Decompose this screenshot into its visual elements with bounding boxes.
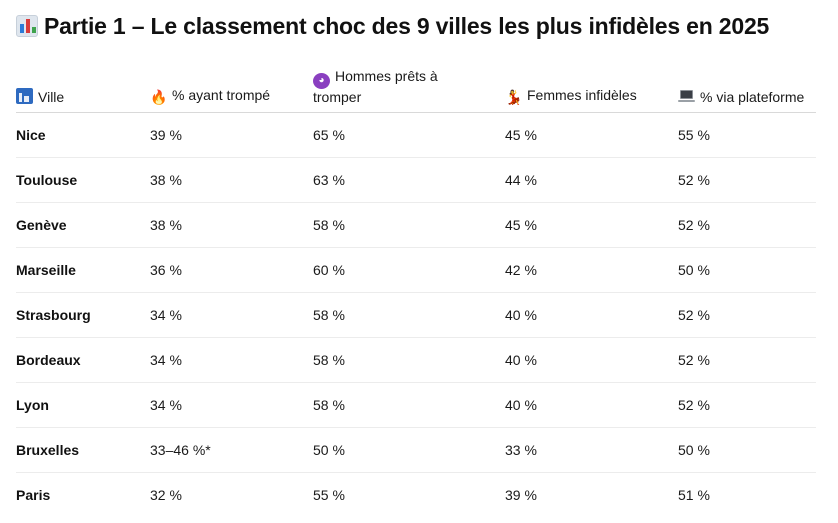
header-unfaithful-women: 💃 Femmes infidèles [505, 60, 678, 113]
table-row: Marseille 36 % 60 % 42 % 50 % [16, 247, 816, 293]
bar-chart-icon [16, 15, 38, 37]
table-row: Bordeaux 34 % 58 % 40 % 52 % [16, 337, 816, 383]
city-cell: Strasbourg [16, 292, 150, 338]
header-label: Ville [38, 89, 65, 105]
percent-cheated-cell: 36 % [150, 247, 313, 293]
percent-cheated-cell: 38 % [150, 157, 313, 203]
percent-platform-cell: 52 % [678, 337, 816, 383]
men-ready-cell: 55 % [313, 487, 345, 503]
percent-platform-cell: 52 % [678, 292, 816, 338]
men-ready-cell: 50 % [313, 427, 505, 473]
unfaithful-women-cell: 40 % [505, 292, 678, 338]
percent-platform-cell: 52 % [678, 157, 816, 203]
city-cell: Marseille [16, 247, 150, 293]
percent-cheated-cell: 34 % [150, 337, 313, 383]
devil-icon: ◕ [313, 73, 330, 89]
percent-platform-cell: 50 % [678, 247, 816, 293]
city-cell: Toulouse [16, 157, 150, 203]
table-row: Nice 39 % 65 % 45 % 55 % [16, 112, 816, 158]
city-cell: Paris [16, 487, 51, 503]
city-cell: Bruxelles [16, 427, 150, 473]
unfaithful-women-cell: 44 % [505, 157, 678, 203]
percent-platform-cell: 51 % [678, 487, 710, 503]
men-ready-cell: 60 % [313, 247, 505, 293]
percent-cheated-cell: 39 % [150, 112, 313, 158]
table-row: Toulouse 38 % 63 % 44 % 52 % [16, 157, 816, 203]
header-label: Hommes prêts à tromper [313, 68, 438, 105]
percent-platform-cell: 52 % [678, 382, 816, 428]
city-cell: Nice [16, 112, 150, 158]
table-row: Paris 32 % 55 % 39 % 51 % [16, 473, 816, 518]
table-row: Strasbourg 34 % 58 % 40 % 52 % [16, 292, 816, 338]
city-cell: Lyon [16, 382, 150, 428]
unfaithful-women-cell: 40 % [505, 337, 678, 383]
unfaithful-women-cell: 39 % [505, 487, 537, 503]
percent-platform-cell: 55 % [678, 112, 816, 158]
men-ready-cell: 58 % [313, 382, 505, 428]
header-ville: Ville [16, 60, 150, 113]
men-ready-cell: 58 % [313, 337, 505, 383]
unfaithful-women-cell: 42 % [505, 247, 678, 293]
table-row: Bruxelles 33–46 %* 50 % 33 % 50 % [16, 427, 816, 473]
percent-cheated-cell: 34 % [150, 382, 313, 428]
header-percent-cheated: 🔥% ayant trompé [150, 60, 313, 113]
page-title: Partie 1 – Le classement choc des 9 vill… [16, 9, 769, 43]
header-label: % ayant trompé [172, 87, 271, 103]
unfaithful-women-cell: 33 % [505, 427, 678, 473]
page-title-text: Partie 1 – Le classement choc des 9 vill… [44, 12, 770, 39]
header-men-ready: ◕ Hommes prêts à tromper [313, 60, 505, 113]
cityscape-icon [16, 88, 33, 104]
percent-platform-cell: 52 % [678, 202, 816, 248]
men-ready-cell: 58 % [313, 292, 505, 338]
unfaithful-women-cell: 45 % [505, 112, 678, 158]
percent-platform-cell: 50 % [678, 427, 816, 473]
unfaithful-women-cell: 40 % [505, 382, 678, 428]
city-cell: Genève [16, 202, 150, 248]
table-header-row: Ville 🔥% ayant trompé ◕ Hommes prêts à tr… [16, 60, 816, 113]
unfaithful-women-cell: 45 % [505, 202, 678, 248]
percent-cheated-cell: 38 % [150, 202, 313, 248]
men-ready-cell: 65 % [313, 112, 505, 158]
men-ready-cell: 58 % [313, 202, 505, 248]
percent-cheated-cell: 34 % [150, 292, 313, 338]
dancer-icon: 💃 [505, 89, 523, 105]
table-row: Lyon 34 % 58 % 40 % 52 % [16, 382, 816, 428]
laptop-icon [678, 88, 695, 104]
city-cell: Bordeaux [16, 337, 150, 383]
percent-cheated-cell: 33–46 %* [150, 427, 313, 473]
header-label: Femmes infidèles [527, 87, 637, 103]
header-percent-platform: % via plateforme [678, 60, 816, 113]
men-ready-cell: 63 % [313, 157, 505, 203]
table-row: Genève 38 % 58 % 45 % 52 % [16, 202, 816, 248]
city-ranking-table: Ville 🔥% ayant trompé ◕ Hommes prêts à tr… [16, 60, 816, 517]
percent-cheated-cell: 32 % [150, 487, 182, 503]
header-label: % via plateforme [700, 89, 805, 105]
fire-icon: 🔥 [150, 89, 168, 105]
